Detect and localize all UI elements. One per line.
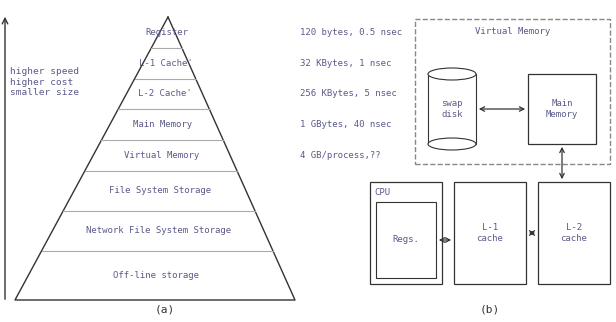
Text: Main
Memory: Main Memory <box>546 99 578 119</box>
Text: swap
disk: swap disk <box>441 99 463 119</box>
Text: Register: Register <box>146 28 188 37</box>
Bar <box>415 19 610 164</box>
Text: (b): (b) <box>480 305 500 315</box>
Text: 256 KBytes, 5 nsec: 256 KBytes, 5 nsec <box>300 90 397 99</box>
Ellipse shape <box>428 68 476 80</box>
Text: Main Memory: Main Memory <box>134 120 193 129</box>
Text: L-2 Cache': L-2 Cache' <box>137 90 192 99</box>
Text: File System Storage: File System Storage <box>109 186 211 195</box>
Text: CPU: CPU <box>374 188 390 197</box>
Text: Off-line storage: Off-line storage <box>113 271 199 280</box>
Bar <box>370 182 442 284</box>
Text: (a): (a) <box>155 305 175 315</box>
Text: 120 bytes, 0.5 nsec: 120 bytes, 0.5 nsec <box>300 28 402 37</box>
Text: L-1
cache: L-1 cache <box>477 223 503 243</box>
Bar <box>454 182 526 284</box>
Bar <box>528 74 596 144</box>
Text: 32 KBytes, 1 nsec: 32 KBytes, 1 nsec <box>300 59 391 68</box>
Bar <box>538 182 610 284</box>
Text: L-1 Cache': L-1 Cache' <box>139 59 193 68</box>
Text: Virtual Memory: Virtual Memory <box>124 151 199 160</box>
Text: Regs.: Regs. <box>392 235 419 244</box>
Text: Network File System Storage: Network File System Storage <box>86 226 231 235</box>
Text: Virtual Memory: Virtual Memory <box>475 27 550 36</box>
Text: higher speed
higher cost
smaller size: higher speed higher cost smaller size <box>10 67 79 97</box>
Bar <box>376 202 436 278</box>
Text: 1 GBytes, 40 nsec: 1 GBytes, 40 nsec <box>300 120 391 129</box>
Ellipse shape <box>428 138 476 150</box>
Text: 4 GB/process,??: 4 GB/process,?? <box>300 151 381 160</box>
Text: L-2
cache: L-2 cache <box>561 223 588 243</box>
Bar <box>428 74 476 144</box>
